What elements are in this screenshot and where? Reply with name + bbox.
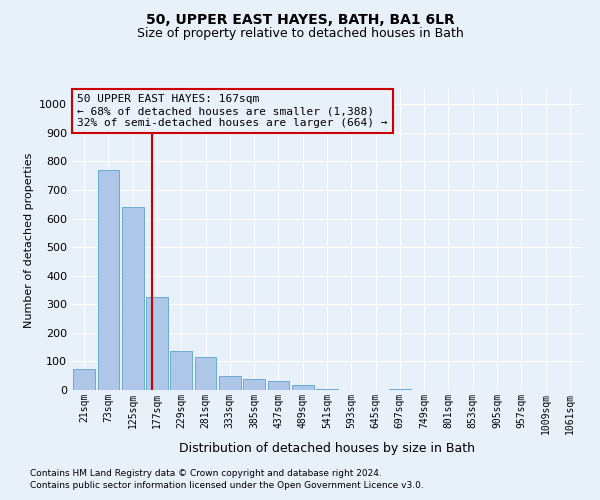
Bar: [389, 388, 411, 390]
Bar: [243, 378, 265, 390]
Bar: [316, 388, 338, 390]
Text: 50, UPPER EAST HAYES, BATH, BA1 6LR: 50, UPPER EAST HAYES, BATH, BA1 6LR: [146, 12, 454, 26]
Bar: [268, 381, 289, 390]
Text: 50 UPPER EAST HAYES: 167sqm
← 68% of detached houses are smaller (1,388)
32% of : 50 UPPER EAST HAYES: 167sqm ← 68% of det…: [77, 94, 388, 128]
Text: Size of property relative to detached houses in Bath: Size of property relative to detached ho…: [137, 28, 463, 40]
Bar: [97, 170, 119, 390]
X-axis label: Distribution of detached houses by size in Bath: Distribution of detached houses by size …: [179, 442, 475, 455]
Text: Contains HM Land Registry data © Crown copyright and database right 2024.: Contains HM Land Registry data © Crown c…: [30, 468, 382, 477]
Bar: [292, 385, 314, 390]
Bar: [73, 368, 95, 390]
Bar: [219, 376, 241, 390]
Text: Contains public sector information licensed under the Open Government Licence v3: Contains public sector information licen…: [30, 481, 424, 490]
Bar: [170, 352, 192, 390]
Bar: [194, 357, 217, 390]
Bar: [122, 207, 143, 390]
Bar: [146, 297, 168, 390]
Y-axis label: Number of detached properties: Number of detached properties: [23, 152, 34, 328]
